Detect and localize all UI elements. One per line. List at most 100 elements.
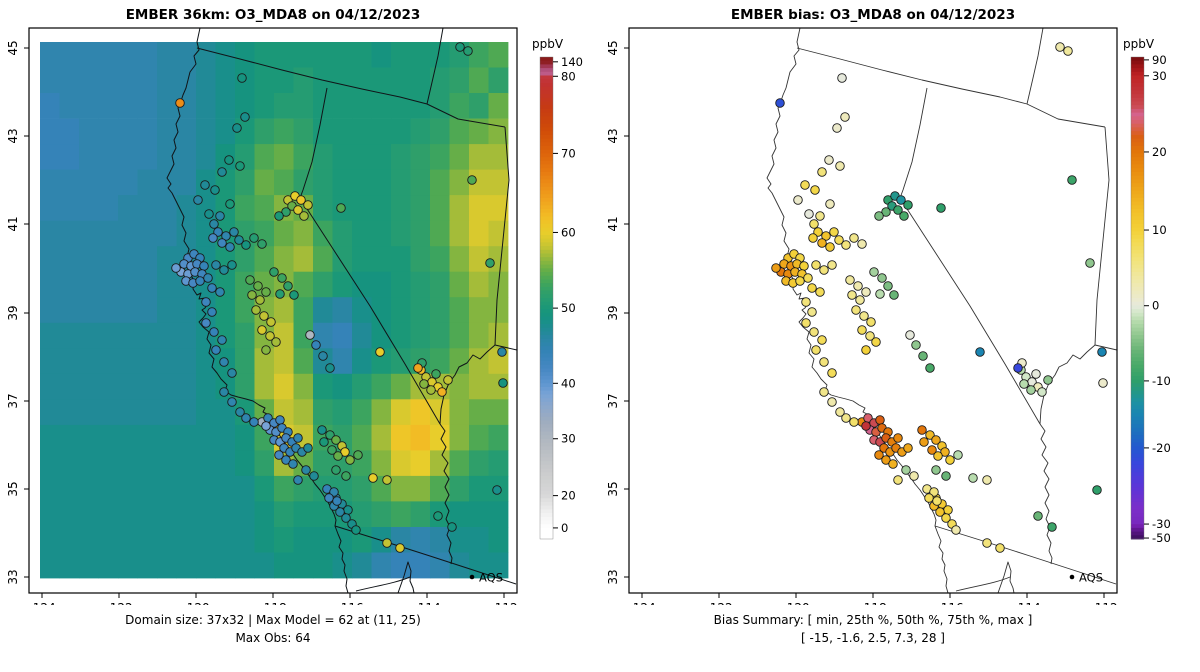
raster-cell [215, 501, 236, 528]
station-dot [463, 46, 473, 56]
colorbar-segment [540, 368, 553, 373]
station-dot [213, 227, 223, 237]
raster-cell [98, 297, 119, 324]
raster-cell [235, 475, 255, 502]
colorbar-unit-label: ppbV [532, 37, 564, 51]
y-tick-label: 35 [6, 481, 20, 496]
raster-cell [332, 67, 353, 94]
station-dot [795, 276, 805, 286]
colorbar-segment [1131, 94, 1144, 99]
colorbar-segment [540, 498, 553, 503]
raster-cell [137, 195, 158, 221]
station-dot [803, 273, 813, 283]
y-tick-label: 43 [6, 128, 20, 143]
raster-cell [40, 322, 60, 349]
raster-cell [469, 399, 489, 426]
colorbar-segment [540, 120, 553, 125]
raster-cell [59, 527, 80, 553]
raster-cell [137, 475, 158, 502]
raster-cell [430, 271, 450, 298]
station-dot [1047, 522, 1057, 532]
station-dot [896, 195, 906, 205]
station-dot [319, 437, 329, 447]
colorbar-segment [540, 516, 553, 521]
colorbar-segment [540, 90, 553, 95]
colorbar-segment [540, 305, 553, 310]
raster-cell [313, 169, 333, 196]
colorbar-segment [540, 431, 553, 436]
colorbar-segment [540, 179, 553, 184]
raster-cell [254, 450, 275, 477]
colorbar-segment [1131, 424, 1144, 429]
colorbar-segment [1131, 108, 1144, 114]
station-dot [893, 475, 903, 485]
colorbar-segment [540, 483, 553, 488]
raster-cell [410, 475, 431, 502]
raster-cell [449, 399, 470, 426]
raster-cell [352, 169, 372, 196]
station-dot [227, 397, 237, 407]
raster-cell [469, 220, 489, 247]
raster-cell [118, 322, 138, 349]
colorbar-segment [1131, 223, 1144, 228]
raster-cell [196, 552, 216, 579]
raster-cell [176, 322, 197, 349]
colorbar-segment [1131, 468, 1144, 473]
colorbar-segment [540, 283, 553, 288]
colorbar-segment [540, 375, 553, 381]
colorbar-segment [540, 335, 553, 340]
station-dot [251, 305, 261, 315]
colorbar-segment [540, 238, 553, 243]
station-dot [204, 209, 214, 219]
raster-cell [40, 220, 60, 247]
raster-cell [410, 297, 431, 324]
colorbar-segment [540, 257, 553, 262]
raster-cell [79, 322, 99, 349]
colorbar-segment [1131, 242, 1144, 247]
station-dot [911, 340, 921, 350]
raster-cell [410, 220, 431, 247]
raster-cell [215, 552, 236, 579]
station-dot [933, 451, 943, 461]
colorbar-frame [539, 56, 554, 540]
station-dot [855, 295, 865, 305]
raster-cell [293, 271, 314, 298]
raster-cell [137, 348, 158, 375]
station-dot [237, 73, 247, 83]
raster-cell [430, 297, 450, 324]
colorbar-tick-label: 90 [1152, 53, 1167, 67]
colorbar-segment [1131, 387, 1144, 392]
raster-cell [410, 246, 431, 273]
raster-cell [176, 144, 197, 170]
colorbar-segment [540, 361, 553, 366]
raster-cell [137, 527, 158, 553]
raster-cell [137, 424, 158, 451]
raster-cell [40, 475, 60, 502]
raster-cell [98, 169, 119, 196]
station-dot [903, 443, 913, 453]
colorbar-segment [540, 268, 553, 273]
station-dot [257, 239, 267, 249]
border-path-or_id [1026, 28, 1044, 105]
raster-cell [332, 373, 353, 400]
raster-cell [98, 475, 119, 502]
station-dot [301, 465, 311, 475]
station-dot [207, 283, 217, 293]
raster-cell [313, 450, 333, 477]
station-dot [932, 496, 942, 506]
colorbar-tick-label: 60 [561, 225, 576, 239]
colorbar-segment [1131, 175, 1144, 180]
station-layer [171, 42, 508, 553]
colorbar-segment [540, 212, 553, 217]
station-dot [343, 505, 353, 515]
raster-cell [371, 450, 392, 477]
raster-cell [371, 246, 392, 273]
raster-cell [449, 220, 470, 247]
station-dot [211, 260, 221, 270]
station-dot [889, 290, 899, 300]
station-dot [929, 487, 939, 497]
station-dot [324, 493, 334, 503]
colorbar-segment [540, 253, 553, 258]
raster-cell [196, 93, 216, 119]
station-dot [1098, 378, 1108, 388]
